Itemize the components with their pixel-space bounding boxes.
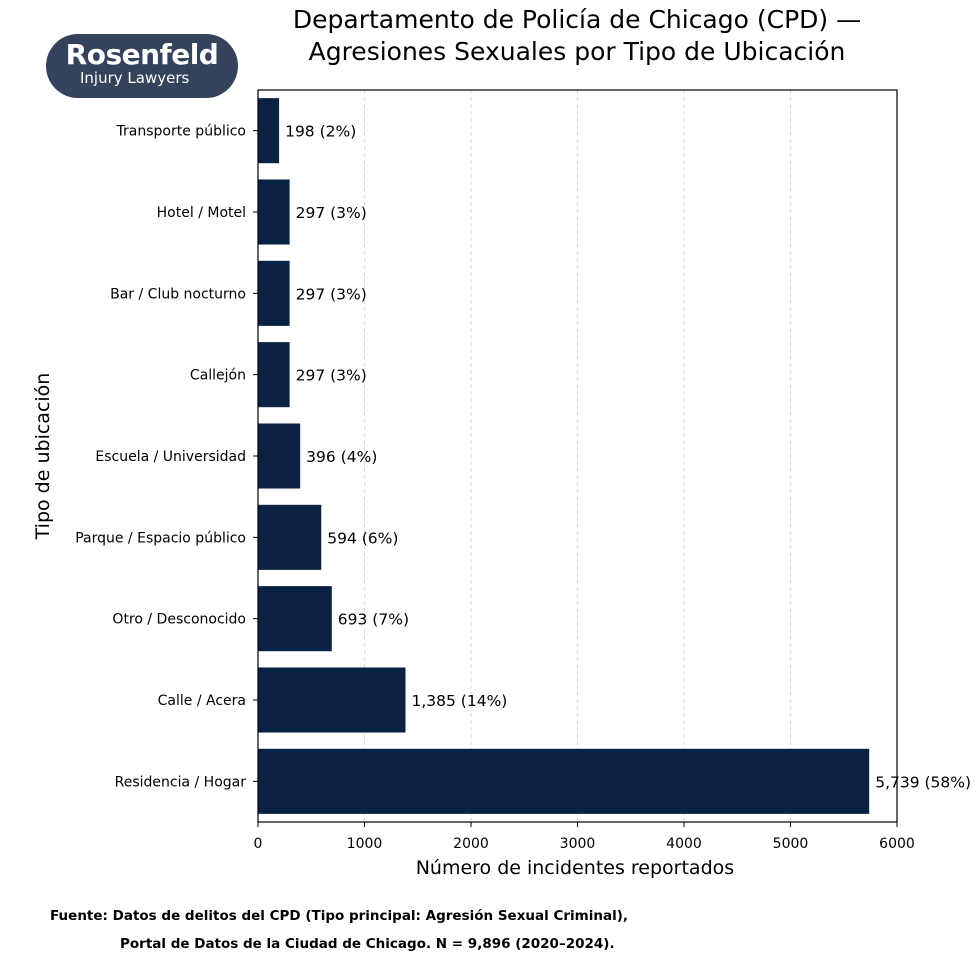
chart-title-line-2: Agresiones Sexuales por Tipo de Ubicació… <box>308 37 846 66</box>
category-label: Calle / Acera <box>158 693 246 709</box>
data-label: 198 (2%) <box>285 123 356 141</box>
data-label: 5,739 (58%) <box>875 773 971 791</box>
data-label: 693 (7%) <box>338 611 409 629</box>
bar <box>258 179 290 245</box>
category-label: Residencia / Hogar <box>115 774 247 790</box>
category-label: Parque / Espacio público <box>75 530 246 546</box>
bar <box>258 260 290 326</box>
source-note-line-1: Fuente: Datos de delitos del CPD (Tipo p… <box>50 908 629 924</box>
x-tick-label: 0 <box>254 836 263 852</box>
data-label: 1,385 (14%) <box>412 692 508 710</box>
category-label: Callejón <box>190 368 246 384</box>
x-tick-label: 5000 <box>773 836 809 852</box>
bar <box>258 667 406 733</box>
data-label: 297 (3%) <box>296 204 367 222</box>
logo-tagline: Injury Lawyers <box>80 69 190 87</box>
data-label: 396 (4%) <box>306 448 377 466</box>
x-tick-label: 3000 <box>560 836 596 852</box>
category-label: Otro / Desconocido <box>112 612 246 628</box>
y-axis-title: Tipo de ubicación <box>32 373 54 541</box>
brand-logo: Rosenfeld Injury Lawyers <box>46 34 238 98</box>
bar <box>258 748 870 814</box>
category-label: Escuela / Universidad <box>95 449 246 465</box>
logo-name: Rosenfeld <box>65 38 219 71</box>
chart-title-line-1: Departamento de Policía de Chicago (CPD)… <box>292 5 862 34</box>
data-label: 594 (6%) <box>327 529 398 547</box>
category-label: Bar / Club nocturno <box>110 286 246 302</box>
bar <box>258 423 301 489</box>
bar <box>258 504 322 570</box>
category-label: Hotel / Motel <box>157 205 246 221</box>
bar <box>258 586 332 652</box>
x-axis-title: Número de incidentes reportados <box>416 857 734 879</box>
x-tick-label: 4000 <box>666 836 702 852</box>
bar <box>258 342 290 408</box>
bar <box>258 98 280 164</box>
x-tick-label: 1000 <box>347 836 383 852</box>
source-note-line-2: Portal de Datos de la Ciudad de Chicago.… <box>120 936 615 952</box>
plot-frame <box>257 89 898 823</box>
x-tick-label: 6000 <box>879 836 915 852</box>
data-label: 297 (3%) <box>296 285 367 303</box>
data-label: 297 (3%) <box>296 367 367 385</box>
bar-chart: Transporte público 198 (2%) Hotel / Motel 2… <box>32 89 971 879</box>
category-label: Transporte público <box>116 124 246 140</box>
x-tick-label: 2000 <box>453 836 489 852</box>
